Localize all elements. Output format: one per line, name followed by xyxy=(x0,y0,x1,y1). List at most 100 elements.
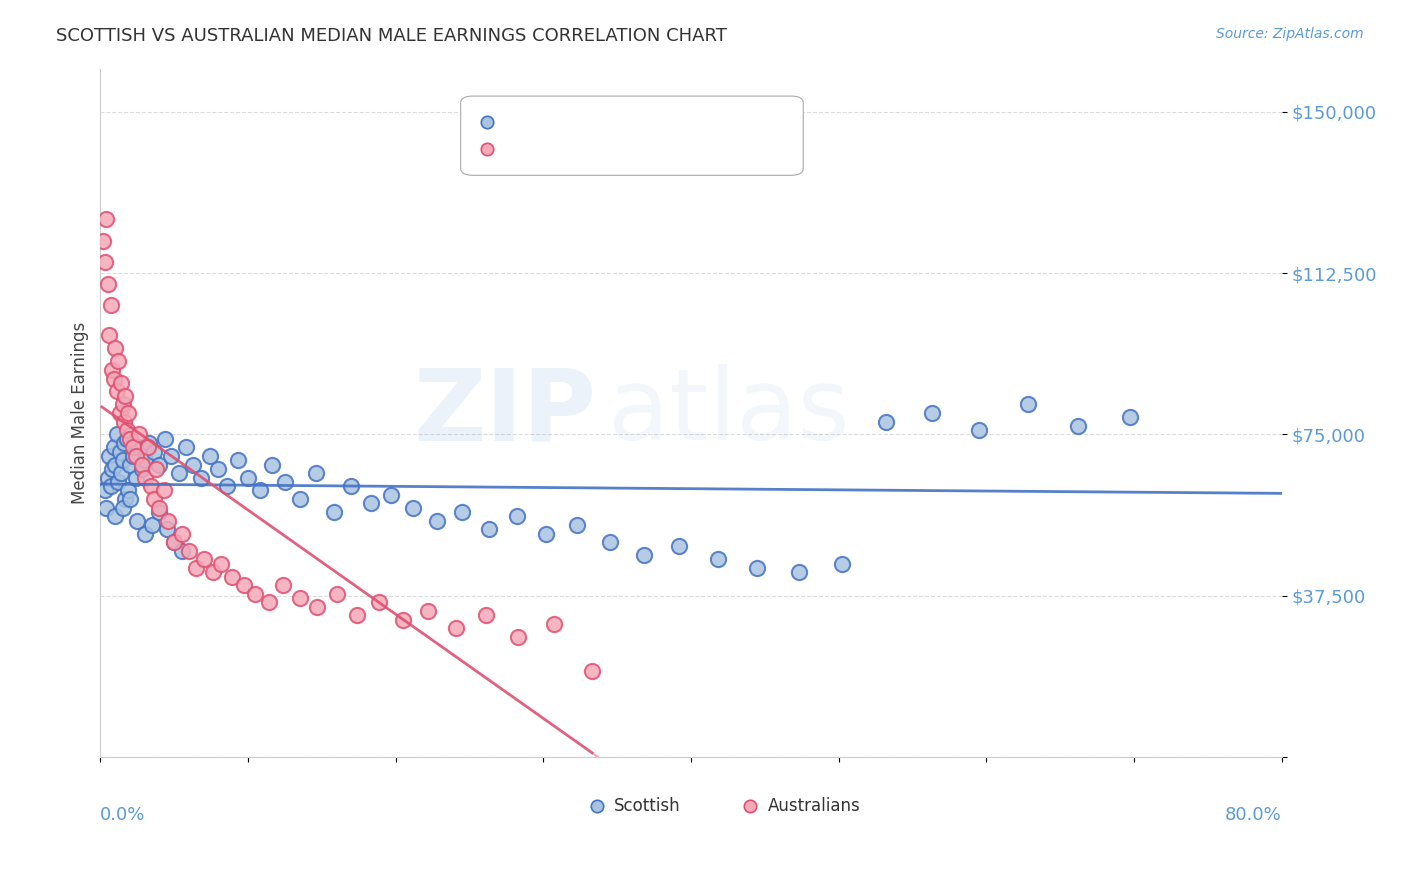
Point xyxy=(131,462,153,476)
Point xyxy=(346,608,368,623)
Point xyxy=(160,449,183,463)
Point xyxy=(221,569,243,583)
Point xyxy=(360,496,382,510)
Point xyxy=(177,543,200,558)
Point xyxy=(111,397,134,411)
Point xyxy=(128,441,150,455)
Point xyxy=(108,406,131,420)
Point xyxy=(183,458,205,472)
Text: R = -0.373   N = 55: R = -0.373 N = 55 xyxy=(502,139,652,153)
Point xyxy=(1118,410,1140,425)
Point xyxy=(288,491,311,506)
Point xyxy=(478,522,501,536)
Point xyxy=(148,458,170,472)
Point xyxy=(536,526,558,541)
Point xyxy=(118,432,141,446)
Point xyxy=(100,298,122,312)
Point xyxy=(207,462,229,476)
Point xyxy=(153,483,176,498)
Point xyxy=(340,479,363,493)
Text: 0.0%: 0.0% xyxy=(100,805,146,823)
Point xyxy=(97,277,120,291)
Point xyxy=(392,613,415,627)
Point xyxy=(105,427,128,442)
Point xyxy=(101,363,124,377)
Point xyxy=(249,483,271,498)
Point xyxy=(831,557,853,571)
Point xyxy=(136,441,159,455)
Point xyxy=(747,561,769,575)
Point xyxy=(98,328,121,343)
Point xyxy=(901,750,924,764)
Point xyxy=(117,483,139,498)
Point xyxy=(307,599,329,614)
Point xyxy=(125,470,148,484)
Point xyxy=(112,415,135,429)
Point xyxy=(174,441,197,455)
Point xyxy=(155,432,177,446)
Point xyxy=(103,371,125,385)
Point xyxy=(1067,418,1090,433)
Point xyxy=(380,488,402,502)
Point xyxy=(921,406,943,420)
Point xyxy=(128,427,150,442)
Point xyxy=(139,479,162,493)
Point xyxy=(131,458,153,472)
FancyBboxPatch shape xyxy=(461,96,803,176)
Point xyxy=(426,514,449,528)
Point xyxy=(134,470,156,484)
Point xyxy=(581,665,603,679)
Text: SCOTTISH VS AUSTRALIAN MEDIAN MALE EARNINGS CORRELATION CHART: SCOTTISH VS AUSTRALIAN MEDIAN MALE EARNI… xyxy=(56,27,727,45)
Point xyxy=(107,475,129,489)
Point xyxy=(668,540,690,554)
Point xyxy=(572,750,595,764)
Point xyxy=(156,522,179,536)
Point xyxy=(402,500,425,515)
Text: atlas: atlas xyxy=(609,365,851,461)
Point xyxy=(474,608,496,623)
Point xyxy=(114,389,136,403)
Point xyxy=(167,467,190,481)
Point xyxy=(115,423,138,437)
Point xyxy=(104,458,127,472)
Point xyxy=(572,750,595,764)
Point xyxy=(508,630,530,644)
Point xyxy=(325,587,347,601)
Point xyxy=(288,591,311,606)
Point xyxy=(100,479,122,493)
Point xyxy=(134,453,156,467)
Point xyxy=(134,526,156,541)
Point xyxy=(633,548,655,562)
Point xyxy=(201,566,224,580)
Text: ZIP: ZIP xyxy=(413,365,596,461)
Point xyxy=(111,453,134,467)
Point xyxy=(138,436,160,450)
Point xyxy=(107,354,129,368)
Point xyxy=(148,505,170,519)
Point xyxy=(141,517,163,532)
Point xyxy=(118,491,141,506)
Point xyxy=(274,475,297,489)
Point xyxy=(111,500,134,515)
Point xyxy=(245,587,267,601)
Point xyxy=(97,470,120,484)
Point xyxy=(163,535,186,549)
Point xyxy=(967,423,990,437)
Point xyxy=(142,444,165,458)
Point xyxy=(232,578,254,592)
Point xyxy=(193,552,215,566)
Point xyxy=(198,449,221,463)
Point xyxy=(96,500,118,515)
Point xyxy=(104,342,127,356)
Point xyxy=(142,491,165,506)
Point xyxy=(125,449,148,463)
Point xyxy=(599,535,621,549)
Point xyxy=(98,449,121,463)
Point xyxy=(190,470,212,484)
Point xyxy=(217,479,239,493)
Point xyxy=(451,505,474,519)
Point xyxy=(157,514,180,528)
Point xyxy=(444,621,467,635)
Point xyxy=(103,441,125,455)
Point xyxy=(170,543,193,558)
